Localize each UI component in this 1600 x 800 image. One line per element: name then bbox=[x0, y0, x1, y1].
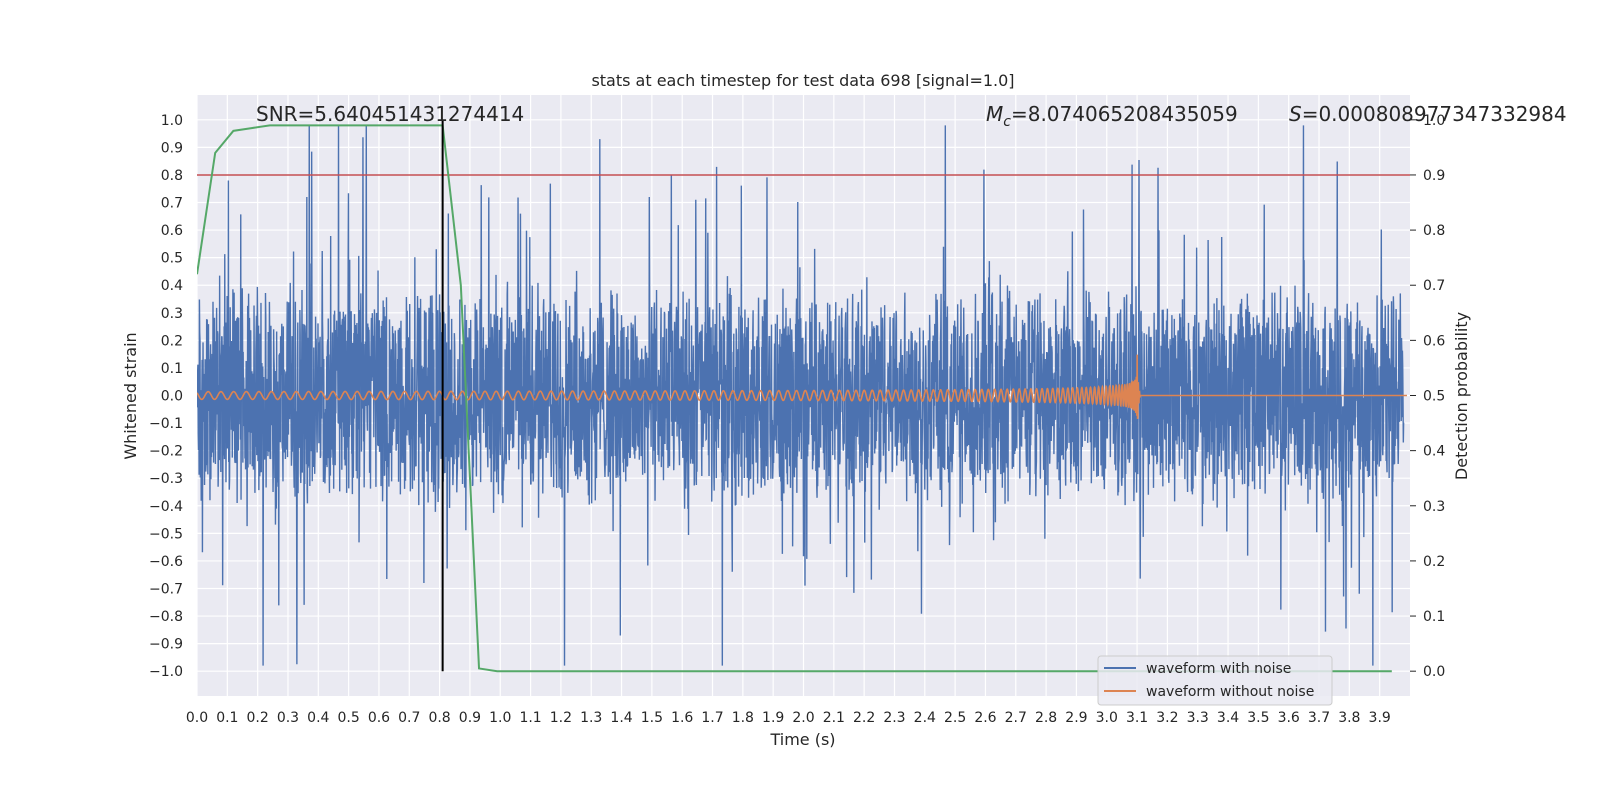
y-tick-label: 0.5 bbox=[161, 251, 183, 267]
legend-label-waveform-with-noise: waveform with noise bbox=[1146, 661, 1291, 677]
x-tick-label: 2.5 bbox=[944, 710, 966, 726]
y-tick-label: −0.2 bbox=[149, 444, 183, 460]
y2-tick-label: 1.0 bbox=[1423, 113, 1445, 129]
x-tick-label: 0.9 bbox=[459, 710, 481, 726]
y-tick-label: −1.0 bbox=[149, 664, 183, 680]
y-tick-label: 0.8 bbox=[161, 168, 183, 184]
y-tick-label: 0.6 bbox=[161, 223, 183, 239]
chirp-mass-subscript: c bbox=[1003, 114, 1011, 130]
x-tick-label: 0.4 bbox=[307, 710, 329, 726]
x-tick-label: 3.6 bbox=[1278, 710, 1300, 726]
x-tick-label: 2.0 bbox=[792, 710, 814, 726]
x-tick-label: 3.9 bbox=[1369, 710, 1391, 726]
chart-title: stats at each timestep for test data 698… bbox=[591, 71, 1014, 90]
x-tick-label: 2.1 bbox=[823, 710, 845, 726]
x-tick-label: 3.4 bbox=[1217, 710, 1239, 726]
x-tick-label: 1.6 bbox=[671, 710, 693, 726]
y-tick-label: −0.8 bbox=[149, 609, 183, 625]
x-tick-label: 1.9 bbox=[762, 710, 784, 726]
x-tick-label: 3.5 bbox=[1247, 710, 1269, 726]
y2-tick-label: 0.4 bbox=[1423, 444, 1445, 460]
x-tick-label: 0.1 bbox=[216, 710, 238, 726]
y2-tick-label: 0.1 bbox=[1423, 609, 1445, 625]
x-tick-label: 0.0 bbox=[186, 710, 208, 726]
x-tick-label: 0.8 bbox=[428, 710, 450, 726]
x-axis-ticks: 0.0 0.1 0.2 0.3 0.4 0.5 0.6 0.7 0.8 0.9 1.0 1.1 1.2 1… bbox=[186, 710, 1391, 726]
x-tick-label: 1.8 bbox=[732, 710, 754, 726]
x-tick-label: 0.3 bbox=[277, 710, 299, 726]
y2-tick-label: 0.5 bbox=[1423, 389, 1445, 405]
y-tick-label: −0.4 bbox=[149, 499, 183, 515]
x-tick-label: 2.2 bbox=[853, 710, 875, 726]
x-tick-label: 1.5 bbox=[641, 710, 663, 726]
x-tick-label: 2.4 bbox=[914, 710, 936, 726]
x-tick-label: 3.1 bbox=[1126, 710, 1148, 726]
x-tick-label: 1.0 bbox=[489, 710, 511, 726]
x-tick-label: 2.7 bbox=[1005, 710, 1027, 726]
x-tick-label: 0.2 bbox=[247, 710, 269, 726]
x-tick-label: 3.8 bbox=[1338, 710, 1360, 726]
y-tick-label: −0.6 bbox=[149, 554, 183, 570]
x-tick-label: 0.6 bbox=[368, 710, 390, 726]
x-tick-label: 1.2 bbox=[550, 710, 572, 726]
y2-axis-ticks: 1.0 0.9 0.8 0.7 0.6 0.5 0.4 0.3 0.2 0.1 0.0 bbox=[1410, 113, 1445, 680]
x-tick-label: 3.2 bbox=[1156, 710, 1178, 726]
x-tick-label: 2.9 bbox=[1065, 710, 1087, 726]
y2-tick-label: 0.8 bbox=[1423, 223, 1445, 239]
s-symbol: S bbox=[1289, 102, 1302, 126]
y-axis-label: Whitened strain bbox=[121, 332, 140, 459]
y2-tick-label: 0.0 bbox=[1423, 664, 1445, 680]
y-tick-label: 0.9 bbox=[161, 140, 183, 156]
series-waveform-without-noise-line bbox=[197, 354, 1407, 420]
y-tick-label: −0.3 bbox=[149, 471, 183, 487]
y2-tick-label: 0.9 bbox=[1423, 168, 1445, 184]
chirp-mass-symbol: M bbox=[986, 102, 1003, 126]
y-tick-label: −0.7 bbox=[149, 581, 183, 597]
chirp-mass-value: =8.074065208435059 bbox=[1011, 102, 1238, 126]
y-tick-label: 0.7 bbox=[161, 196, 183, 212]
y2-axis-label: Detection probability bbox=[1452, 312, 1471, 480]
series-waveform-with-noise-line bbox=[197, 125, 1405, 666]
legend-box bbox=[1097, 655, 1333, 706]
y-tick-label: 0.2 bbox=[161, 333, 183, 349]
x-tick-label: 1.1 bbox=[519, 710, 541, 726]
x-tick-label: 2.6 bbox=[974, 710, 996, 726]
x-tick-label: 3.0 bbox=[1096, 710, 1118, 726]
s-value: =0.000808977347332984 bbox=[1302, 102, 1567, 126]
y-tick-label: −0.9 bbox=[149, 637, 183, 653]
y2-tick-label: 0.3 bbox=[1423, 499, 1445, 515]
y-tick-label: 0.0 bbox=[161, 389, 183, 405]
y2-tick-label: 0.6 bbox=[1423, 333, 1445, 349]
y2-tick-label: 0.7 bbox=[1423, 278, 1445, 294]
y-tick-label: 0.1 bbox=[161, 361, 183, 377]
x-tick-label: 0.7 bbox=[398, 710, 420, 726]
x-tick-label: 2.3 bbox=[883, 710, 905, 726]
x-tick-label: 1.4 bbox=[610, 710, 632, 726]
x-tick-label: 1.7 bbox=[701, 710, 723, 726]
y2-tick-label: 0.2 bbox=[1423, 554, 1445, 570]
y-axis-ticks: 1.0 0.9 0.8 0.7 0.6 0.5 0.4 0.3 0.2 0.1 0.0 −0.1 −0.… bbox=[149, 113, 183, 680]
s-annotation: S=0.000808977347332984 bbox=[1289, 102, 1567, 126]
x-tick-label: 2.8 bbox=[1035, 710, 1057, 726]
y-tick-label: 1.0 bbox=[161, 113, 183, 129]
x-tick-label: 3.7 bbox=[1308, 710, 1330, 726]
x-axis-label: Time (s) bbox=[769, 730, 835, 749]
y-tick-label: 0.3 bbox=[161, 306, 183, 322]
x-tick-label: 1.3 bbox=[580, 710, 602, 726]
y-tick-label: −0.1 bbox=[149, 416, 183, 432]
snr-annotation: SNR=5.640451431274414 bbox=[256, 102, 524, 126]
legend-label-waveform-without-noise: waveform without noise bbox=[1146, 684, 1314, 700]
x-tick-label: 0.5 bbox=[337, 710, 359, 726]
x-tick-label: 3.3 bbox=[1187, 710, 1209, 726]
legend: waveform with noise waveform without noi… bbox=[1097, 655, 1333, 706]
y-tick-label: 0.4 bbox=[161, 278, 183, 294]
chirp-mass-annotation: Mc=8.074065208435059 bbox=[986, 102, 1238, 130]
y-tick-label: −0.5 bbox=[149, 526, 183, 542]
